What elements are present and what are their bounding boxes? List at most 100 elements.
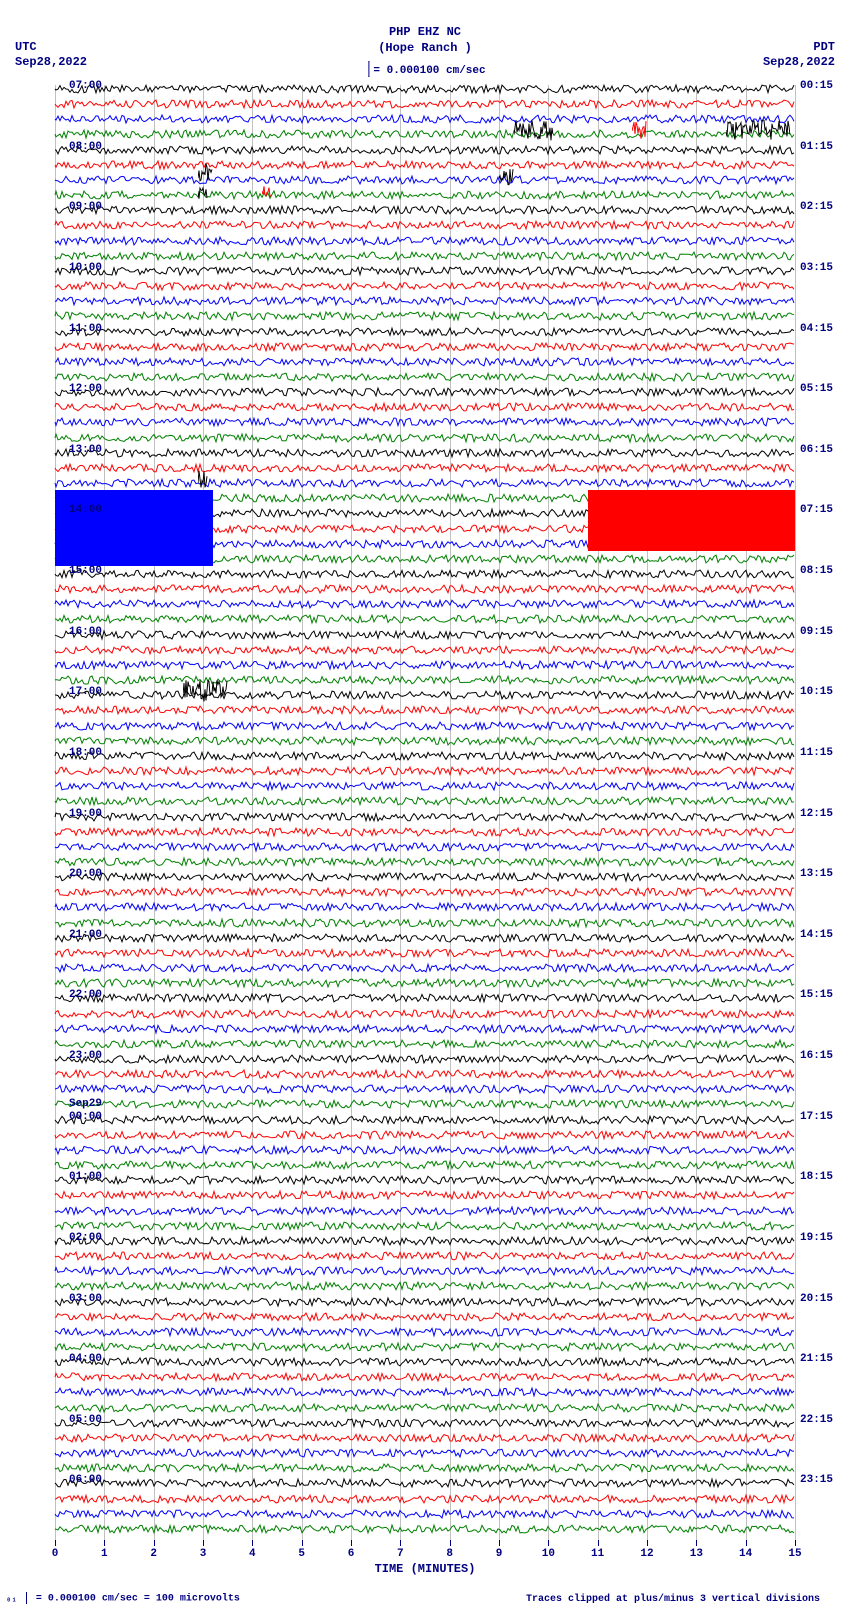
- x-tick-label: 2: [144, 1548, 164, 1560]
- scale-indicator: = 0.000100 cm/sec: [364, 63, 485, 79]
- seismic-trace: [55, 373, 795, 381]
- seismic-trace: [55, 813, 795, 821]
- utc-time-label: 07:00: [57, 80, 102, 92]
- seismic-trace: [55, 1282, 795, 1290]
- x-tick-label: 8: [440, 1548, 460, 1560]
- seismic-trace: [55, 1146, 795, 1154]
- utc-time-label: 01:00: [57, 1171, 102, 1183]
- x-tick: [55, 1540, 56, 1546]
- seismic-trace: [55, 464, 795, 472]
- seismic-trace: [55, 252, 795, 260]
- seismic-event: [726, 118, 790, 142]
- x-tick-label: 15: [785, 1548, 805, 1560]
- utc-time-label: 15:00: [57, 565, 102, 577]
- seismic-event: [198, 181, 208, 201]
- pdt-time-label: 16:15: [800, 1050, 845, 1062]
- pdt-time-label: 17:15: [800, 1111, 845, 1123]
- seismic-trace: [55, 1328, 795, 1336]
- seismic-trace: [55, 1100, 795, 1108]
- utc-time-label: 03:00: [57, 1293, 102, 1305]
- pdt-time-label: 19:15: [800, 1232, 845, 1244]
- x-tick: [598, 1540, 599, 1546]
- seismogram-plot: [55, 85, 795, 1540]
- saturated-region: [588, 490, 795, 551]
- utc-time-label: 08:00: [57, 141, 102, 153]
- seismic-trace: [55, 1495, 795, 1503]
- footer-left-text: = 0.000100 cm/sec = 100 microvolts: [36, 1594, 240, 1605]
- seismic-event: [632, 120, 647, 140]
- x-tick: [252, 1540, 253, 1546]
- seismic-trace: [55, 676, 795, 684]
- pdt-time-label: 07:15: [800, 504, 845, 516]
- utc-time-label: 14:00: [57, 504, 102, 516]
- seismic-trace: [55, 434, 795, 442]
- seismic-trace: [55, 903, 795, 911]
- scale-bar-icon: [368, 61, 369, 77]
- pdt-time-label: 23:15: [800, 1474, 845, 1486]
- seismogram-container: PHP EHZ NC (Hope Ranch ) = 0.000100 cm/s…: [0, 0, 850, 1613]
- seismic-trace: [55, 691, 795, 699]
- seismic-event: [198, 469, 208, 489]
- pdt-time-label: 04:15: [800, 323, 845, 335]
- seismic-trace: [55, 85, 795, 93]
- x-axis-title: TIME (MINUTES): [365, 1562, 485, 1576]
- x-tick-label: 10: [538, 1548, 558, 1560]
- x-tick-label: 3: [193, 1548, 213, 1560]
- pdt-time-label: 01:15: [800, 141, 845, 153]
- seismic-trace: [55, 1252, 795, 1260]
- utc-time-label: 19:00: [57, 808, 102, 820]
- utc-time-label: 11:00: [57, 323, 102, 335]
- tz-right-label: PDT: [813, 40, 835, 54]
- seismic-trace: [55, 403, 795, 411]
- seismic-trace: [55, 585, 795, 593]
- seismic-trace: [55, 479, 795, 487]
- seismic-trace: [55, 1510, 795, 1518]
- seismic-trace: [55, 631, 795, 639]
- seismic-trace: [55, 282, 795, 290]
- x-tick: [450, 1540, 451, 1546]
- seismic-trace: [55, 1070, 795, 1078]
- x-tick: [647, 1540, 648, 1546]
- seismic-trace: [55, 661, 795, 669]
- saturated-region: [55, 490, 213, 566]
- seismic-trace: [55, 752, 795, 760]
- pdt-time-label: 20:15: [800, 1293, 845, 1305]
- seismic-trace: [55, 146, 795, 154]
- utc-time-label: 13:00: [57, 444, 102, 456]
- utc-time-label: 16:00: [57, 626, 102, 638]
- seismic-trace: [55, 797, 795, 805]
- seismic-trace: [55, 1464, 795, 1472]
- utc-time-label: 09:00: [57, 201, 102, 213]
- seismic-event: [514, 118, 553, 142]
- footer-left: ₀₁ = 0.000100 cm/sec = 100 microvolts: [6, 1592, 240, 1605]
- seismic-trace: [55, 267, 795, 275]
- pdt-time-label: 10:15: [800, 686, 845, 698]
- utc-time-label: 02:00: [57, 1232, 102, 1244]
- seismic-trace: [55, 1010, 795, 1018]
- seismic-trace: [55, 1479, 795, 1487]
- seismic-trace: [55, 1373, 795, 1381]
- pdt-time-label: 05:15: [800, 383, 845, 395]
- seismic-trace: [55, 418, 795, 426]
- pdt-time-label: 08:15: [800, 565, 845, 577]
- seismic-trace: [55, 873, 795, 881]
- seismic-trace: [55, 1343, 795, 1351]
- seismic-trace: [55, 828, 795, 836]
- seismic-trace: [55, 1222, 795, 1230]
- station-name: (Hope Ranch ): [0, 41, 850, 57]
- x-tick: [302, 1540, 303, 1546]
- x-tick: [499, 1540, 500, 1546]
- seismic-trace: [55, 1191, 795, 1199]
- seismic-trace: [55, 782, 795, 790]
- station-code: PHP EHZ NC: [0, 25, 850, 41]
- seismic-trace: [55, 1055, 795, 1063]
- x-tick: [154, 1540, 155, 1546]
- seismic-trace: [55, 706, 795, 714]
- seismic-trace: [55, 449, 795, 457]
- seismic-trace: [55, 767, 795, 775]
- seismic-trace: [55, 237, 795, 245]
- seismic-trace: [55, 1388, 795, 1396]
- seismic-trace: [55, 600, 795, 608]
- seismic-trace: [55, 161, 795, 169]
- pdt-time-label: 14:15: [800, 929, 845, 941]
